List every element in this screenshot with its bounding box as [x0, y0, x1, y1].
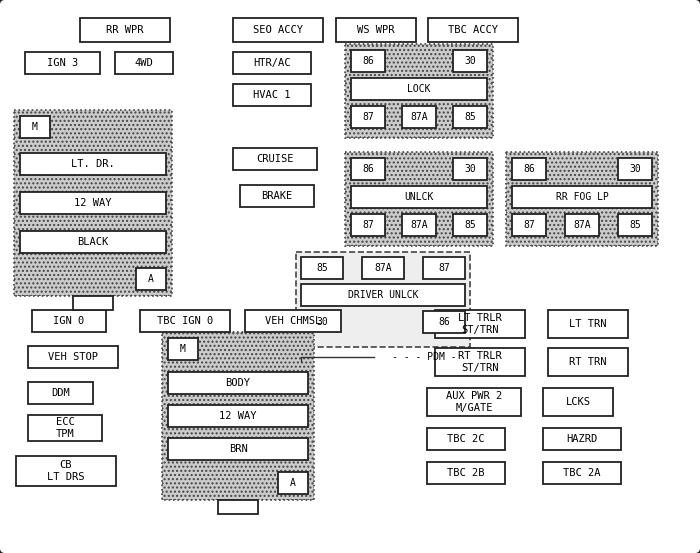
Text: M: M: [32, 122, 38, 132]
Bar: [402, 106, 436, 128]
Text: LT TRLR
ST/TRN: LT TRLR ST/TRN: [458, 313, 502, 335]
Bar: [435, 310, 525, 338]
Text: 87: 87: [362, 220, 374, 230]
Text: 86: 86: [523, 164, 535, 174]
Text: CB
LT DRS: CB LT DRS: [48, 460, 85, 482]
Bar: [168, 439, 308, 460]
Text: BLACK: BLACK: [78, 237, 108, 247]
Text: HAZRD: HAZRD: [566, 434, 598, 444]
Bar: [423, 311, 465, 333]
Text: HVAC 1: HVAC 1: [253, 90, 290, 100]
Bar: [20, 153, 166, 175]
Text: LCKS: LCKS: [566, 397, 591, 407]
Text: DDM: DDM: [51, 388, 70, 398]
Bar: [427, 388, 521, 416]
Text: A: A: [290, 478, 296, 488]
Bar: [345, 44, 493, 138]
Bar: [548, 348, 628, 376]
Text: 87: 87: [438, 263, 450, 273]
Text: UNLCK: UNLCK: [405, 192, 434, 202]
Text: LOCK: LOCK: [407, 84, 430, 94]
Bar: [435, 348, 525, 376]
Bar: [351, 106, 385, 128]
Text: WS WPR: WS WPR: [357, 25, 395, 35]
Bar: [28, 415, 102, 441]
Text: 30: 30: [316, 317, 328, 327]
Bar: [336, 18, 416, 42]
Bar: [543, 428, 621, 450]
Bar: [618, 214, 652, 236]
Text: IGN 3: IGN 3: [47, 58, 78, 68]
Text: 87: 87: [523, 220, 535, 230]
Text: IGN 0: IGN 0: [53, 316, 85, 326]
Text: TBC 2C: TBC 2C: [447, 434, 484, 444]
Bar: [618, 158, 652, 180]
Text: 87A: 87A: [374, 263, 392, 273]
Text: 85: 85: [464, 220, 476, 230]
Bar: [453, 158, 487, 180]
Text: 30: 30: [629, 164, 641, 174]
Text: TBC IGN 0: TBC IGN 0: [157, 316, 213, 326]
Text: 87A: 87A: [573, 220, 591, 230]
Text: 86: 86: [362, 56, 374, 66]
Bar: [233, 52, 311, 74]
Bar: [351, 186, 487, 208]
Text: 87A: 87A: [410, 112, 428, 122]
Bar: [296, 252, 470, 347]
Bar: [162, 332, 314, 500]
Bar: [233, 84, 311, 106]
Bar: [565, 214, 599, 236]
Text: 87A: 87A: [410, 220, 428, 230]
Bar: [245, 310, 341, 332]
Bar: [345, 152, 493, 246]
Text: BRAKE: BRAKE: [261, 191, 293, 201]
Bar: [362, 257, 404, 279]
Bar: [20, 192, 166, 214]
Text: TBC ACCY: TBC ACCY: [448, 25, 498, 35]
Bar: [423, 257, 465, 279]
Bar: [351, 78, 487, 100]
Bar: [453, 50, 487, 72]
Text: LT. DR.: LT. DR.: [71, 159, 115, 169]
Bar: [351, 158, 385, 180]
Text: 30: 30: [464, 164, 476, 174]
Bar: [115, 52, 173, 74]
Text: 12 WAY: 12 WAY: [74, 198, 112, 208]
Bar: [218, 500, 258, 514]
Text: CRUISE: CRUISE: [256, 154, 294, 164]
Text: 85: 85: [629, 220, 641, 230]
Bar: [512, 158, 546, 180]
Bar: [233, 148, 317, 170]
Bar: [506, 152, 658, 246]
Bar: [140, 310, 230, 332]
Text: HTR/AC: HTR/AC: [253, 58, 290, 68]
Bar: [32, 310, 106, 332]
Bar: [233, 18, 323, 42]
Text: BODY: BODY: [225, 378, 251, 388]
Text: AUX PWR 2
M/GATE: AUX PWR 2 M/GATE: [446, 391, 502, 413]
Bar: [543, 388, 613, 416]
Bar: [278, 472, 308, 494]
Text: LT TRN: LT TRN: [569, 319, 607, 329]
Text: 86: 86: [362, 164, 374, 174]
Bar: [351, 50, 385, 72]
Bar: [512, 214, 546, 236]
Text: 4WD: 4WD: [134, 58, 153, 68]
Text: 87: 87: [362, 112, 374, 122]
Bar: [20, 231, 166, 253]
Bar: [28, 382, 93, 404]
Text: A: A: [148, 274, 154, 284]
Bar: [301, 257, 343, 279]
Text: ECC
TPM: ECC TPM: [55, 417, 74, 439]
Bar: [240, 185, 314, 207]
Bar: [80, 18, 170, 42]
Bar: [168, 372, 308, 394]
Text: M: M: [180, 344, 186, 354]
Text: RR FOG LP: RR FOG LP: [556, 192, 608, 202]
Bar: [548, 310, 628, 338]
Bar: [25, 52, 100, 74]
Text: TBC 2B: TBC 2B: [447, 468, 484, 478]
Text: RT TRLR
ST/TRN: RT TRLR ST/TRN: [458, 351, 502, 373]
Text: - - - PDM -: - - - PDM -: [392, 352, 456, 362]
